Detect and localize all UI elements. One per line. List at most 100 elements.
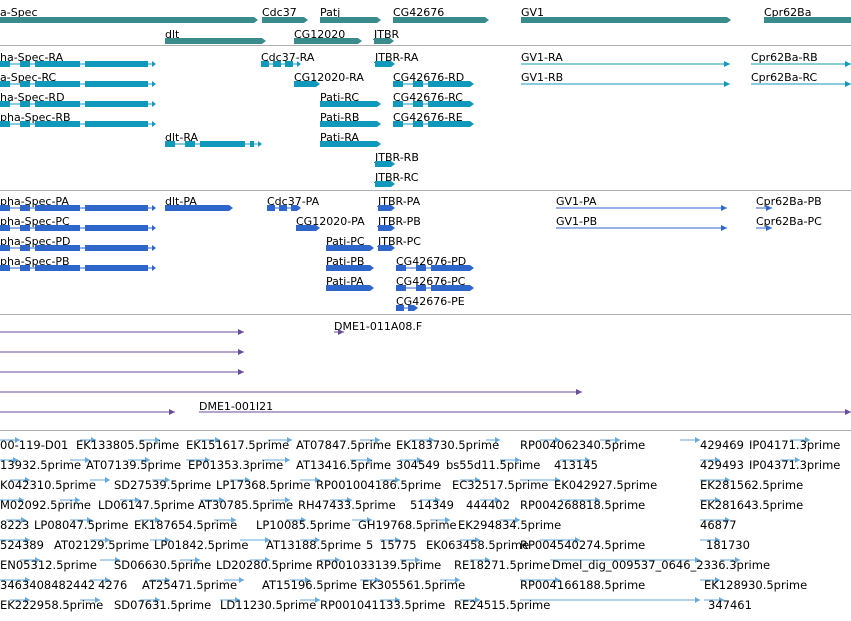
est-label[interactable]: 4276 [98,578,127,592]
feature-label[interactable]: Patj-PA [326,275,364,288]
feature-block[interactable] [296,225,316,231]
exon-block[interactable] [291,205,297,211]
est-label[interactable]: RP004540274.5prime [520,538,645,552]
feature-label[interactable]: GV1-RA [521,51,563,64]
est-label[interactable]: RP001033139.5prime [316,558,441,572]
exon-block[interactable] [165,141,175,147]
est-label[interactable]: 15775 [380,538,417,552]
feature-label[interactable]: CG42676-PD [396,255,466,268]
est-label[interactable]: RP001041133.5prime [320,598,445,612]
exon-block[interactable] [0,121,10,127]
est-label[interactable]: IP04371.3prime [749,458,840,472]
exon-block[interactable] [428,121,470,127]
exon-block[interactable] [396,285,406,291]
exon-block[interactable] [35,225,80,231]
feature-block[interactable] [374,38,390,44]
est-label[interactable]: 347461 [708,598,752,612]
exon-block[interactable] [261,61,269,67]
feature-label[interactable]: DME1-011A08.F [334,320,422,333]
feature-label[interactable]: JTBR [373,28,400,41]
exon-block[interactable] [0,265,10,271]
est-label[interactable]: RP004166188.5prime [520,578,645,592]
feature-label[interactable]: Cdc37 [262,6,297,19]
est-label[interactable]: AT13416.5prime [296,458,391,472]
feature-label[interactable]: dlt [165,28,180,41]
exon-block[interactable] [85,81,148,87]
feature-block[interactable] [375,181,391,187]
feature-label[interactable]: GV1 [521,6,544,19]
feature-label[interactable]: Patj-RB [320,111,359,124]
feature-label[interactable]: Patj-PC [326,235,365,248]
exon-block[interactable] [85,265,148,271]
exon-block[interactable] [35,205,80,211]
feature-label[interactable]: a-Spec-RC [0,71,57,84]
est-label[interactable]: 8223 [0,518,29,532]
est-label[interactable]: RP001004186.5prime [316,478,441,492]
est-label[interactable]: 13932.5prime [0,458,81,472]
exon-block[interactable] [200,141,245,147]
exon-block[interactable] [85,205,148,211]
feature-label[interactable]: CG12020 [294,28,345,41]
est-label[interactable]: M02092.5prime [0,498,91,512]
feature-label[interactable]: Cdc37-PA [267,195,320,208]
est-label[interactable]: 3463408482442 [0,578,95,592]
exon-block[interactable] [20,81,30,87]
feature-label[interactable]: JTBR-RA [374,51,419,64]
feature-block[interactable] [378,205,391,211]
exon-block[interactable] [396,305,404,311]
feature-label[interactable]: Cpr62Ba-PB [756,195,822,208]
est-label[interactable]: AT07139.5prime [86,458,181,472]
est-label[interactable]: LP10085.5prime [256,518,350,532]
feature-block[interactable] [0,17,254,23]
exon-block[interactable] [20,61,30,67]
feature-block[interactable] [326,265,370,271]
est-label[interactable]: IP04171.3prime [749,438,840,452]
est-label[interactable]: EK187654.5prime [134,518,237,532]
feature-label[interactable]: CG12020-RA [294,71,364,84]
est-label[interactable]: 429493 [700,458,744,472]
feature-label[interactable]: Patj-RC [320,91,359,104]
feature-label[interactable]: JTBR-RC [374,171,419,184]
exon-block[interactable] [20,245,30,251]
est-label[interactable]: EK063458.5prime [426,538,529,552]
feature-label[interactable]: Cdc37-RA [261,51,315,64]
feature-label[interactable]: Cpr62Ba-PC [756,215,822,228]
feature-label[interactable]: CG42676-RC [393,91,463,104]
exon-block[interactable] [413,81,423,87]
feature-block[interactable] [320,17,377,23]
feature-label[interactable]: CG42676 [393,6,444,19]
est-label[interactable]: EN05312.5prime [0,558,97,572]
est-label[interactable]: 524389 [0,538,44,552]
feature-label[interactable]: dlt-RA [165,131,199,144]
feature-block[interactable] [165,205,229,211]
est-label[interactable]: EC32517.5prime [452,478,548,492]
exon-block[interactable] [0,245,10,251]
est-label[interactable]: EK222958.5prime [0,598,103,612]
feature-label[interactable]: ha-Spec-RA [0,51,64,64]
est-label[interactable]: 413145 [554,458,598,472]
exon-block[interactable] [416,285,426,291]
est-label[interactable]: 5 [366,538,373,552]
feature-block[interactable] [326,285,370,291]
exon-block[interactable] [85,121,148,127]
feature-label[interactable]: Patj-RA [320,131,359,144]
exon-block[interactable] [35,61,80,67]
feature-label[interactable]: pha-Spec-PD [0,235,71,248]
feature-label[interactable]: pha-Spec-PA [0,195,69,208]
exon-block[interactable] [85,225,148,231]
feature-block[interactable] [393,17,485,23]
est-label[interactable]: 00-119-D01 [0,438,68,452]
feature-label[interactable]: a-Spec [0,6,38,19]
feature-label[interactable]: GV1-PA [556,195,597,208]
est-label[interactable]: EK133805.5prime [76,438,179,452]
feature-label[interactable]: CG42676-RE [393,111,463,124]
exon-block[interactable] [20,225,30,231]
est-label[interactable]: RH47433.5prime [298,498,396,512]
feature-label[interactable]: GV1-RB [521,71,563,84]
feature-label[interactable]: pha-Spec-PB [0,255,70,268]
feature-label[interactable]: Cpr62Ba-RB [751,51,818,64]
exon-block[interactable] [85,61,148,67]
exon-block[interactable] [396,265,406,271]
feature-block[interactable] [378,245,391,251]
est-label[interactable]: AT13188.5prime [266,538,361,552]
